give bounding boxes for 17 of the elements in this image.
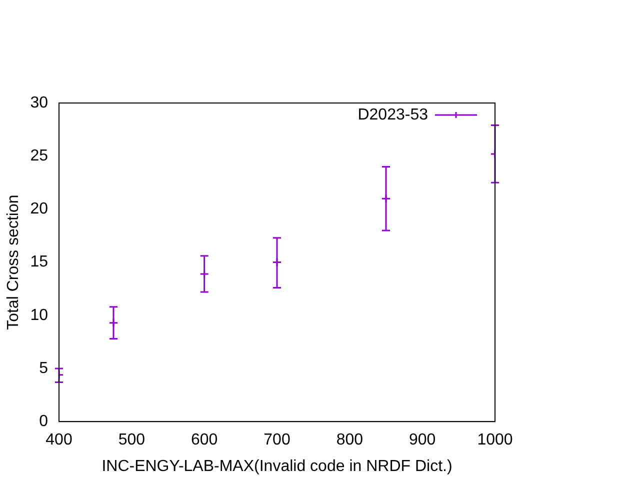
y-tick-label: 20 bbox=[30, 200, 48, 218]
y-tick-label: 30 bbox=[30, 94, 48, 112]
x-axis-title: INC-ENGY-LAB-MAX(Invalid code in NRDF Dict.) bbox=[102, 458, 452, 475]
x-tick-label: 1000 bbox=[477, 432, 513, 449]
x-tick-label: 500 bbox=[118, 432, 146, 449]
x-tick-label: 600 bbox=[190, 432, 218, 449]
x-tick-label: 900 bbox=[408, 432, 436, 449]
legend-label: D2023-53 bbox=[358, 106, 428, 124]
y-tick-label: 25 bbox=[30, 148, 48, 165]
y-axis-title: Total Cross section bbox=[5, 194, 22, 330]
x-tick-label: 400 bbox=[46, 432, 72, 449]
y-tick-label: 15 bbox=[30, 254, 48, 271]
y-tick-label: 0 bbox=[39, 413, 48, 430]
y-tick-label: 10 bbox=[30, 306, 48, 324]
x-tick-label: 800 bbox=[336, 432, 364, 449]
y-tick-label: 5 bbox=[39, 360, 48, 377]
x-tick-label: 700 bbox=[264, 432, 290, 449]
